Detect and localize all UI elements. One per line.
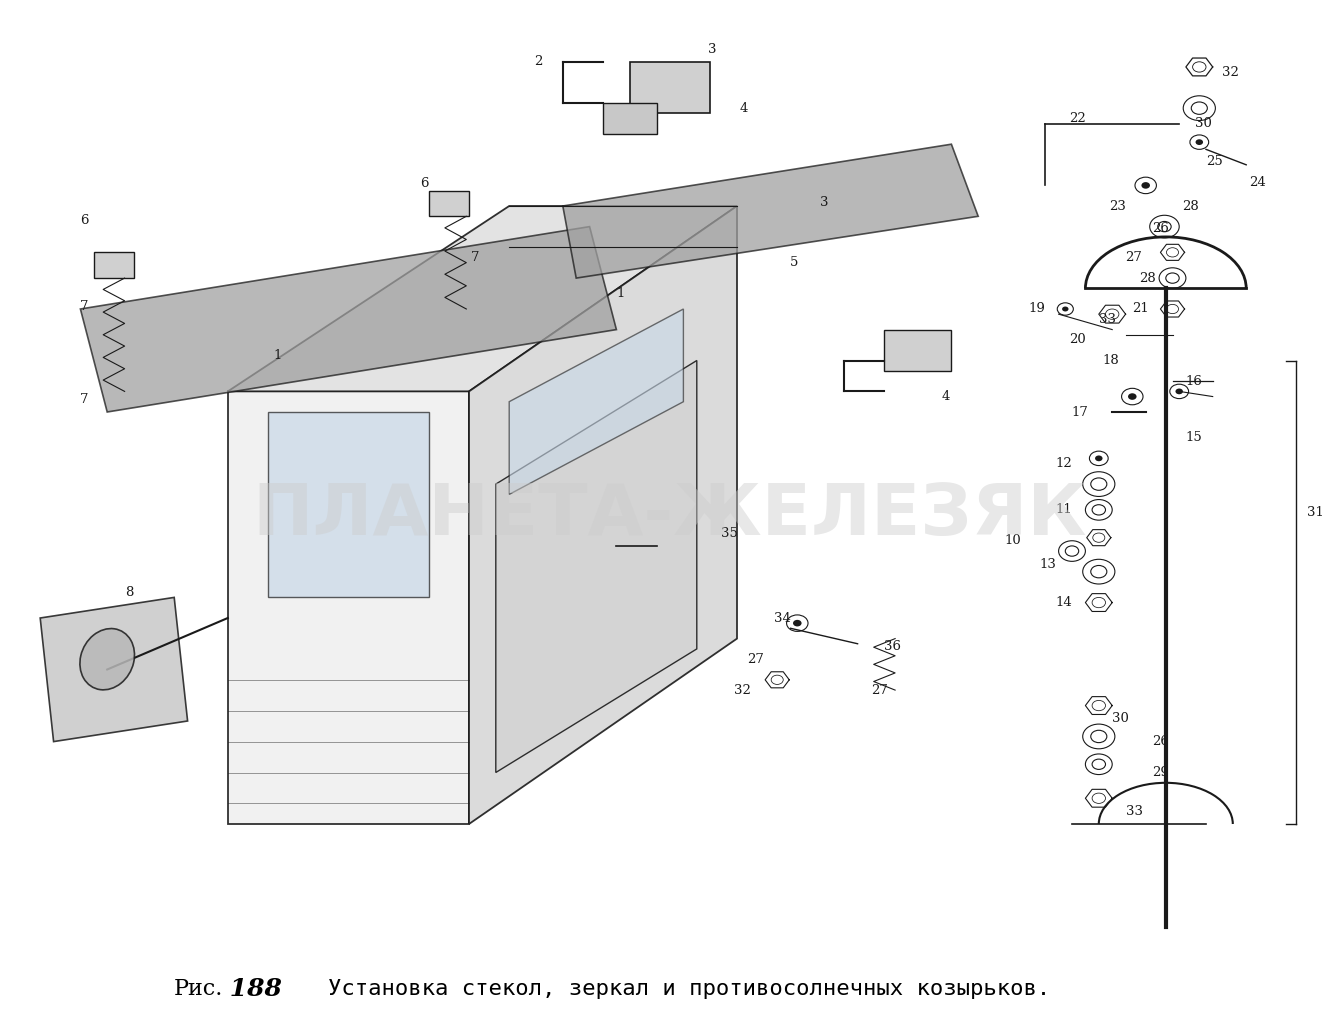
Text: 1: 1 [616, 287, 624, 300]
Polygon shape [228, 391, 469, 824]
Text: 5: 5 [791, 256, 799, 269]
Polygon shape [563, 144, 978, 278]
Text: 30: 30 [1112, 713, 1130, 725]
Text: 13: 13 [1038, 558, 1056, 571]
Text: 3: 3 [709, 43, 717, 56]
Text: ПЛАНЕТА-ЖЕЛЕЗЯК: ПЛАНЕТА-ЖЕЛЕЗЯК [253, 481, 1087, 549]
Text: 3: 3 [918, 349, 926, 362]
Text: 29: 29 [1152, 766, 1170, 779]
Text: 3: 3 [820, 197, 828, 209]
Text: 35: 35 [721, 527, 738, 540]
Text: 28: 28 [1139, 272, 1155, 284]
Circle shape [1195, 139, 1203, 145]
Text: 26: 26 [1152, 222, 1170, 235]
Polygon shape [40, 597, 188, 742]
Circle shape [1142, 182, 1150, 188]
Text: 22: 22 [1069, 112, 1085, 125]
Text: 8: 8 [126, 586, 134, 598]
Polygon shape [268, 412, 429, 597]
Text: 23: 23 [1108, 200, 1126, 212]
Text: 17: 17 [1071, 406, 1088, 418]
Text: 10: 10 [1005, 535, 1021, 547]
Ellipse shape [80, 628, 134, 690]
Text: 30: 30 [1195, 117, 1213, 130]
Text: 2: 2 [535, 56, 543, 68]
Polygon shape [80, 227, 616, 412]
Bar [94, 252, 134, 278]
Text: 24: 24 [1249, 176, 1266, 188]
Polygon shape [469, 206, 737, 824]
Text: Рис.: Рис. [174, 977, 224, 1000]
Text: 33: 33 [1099, 313, 1116, 325]
Bar [630, 62, 710, 113]
Text: 188: 188 [221, 976, 291, 1001]
Text: 7: 7 [472, 251, 480, 264]
Text: 14: 14 [1056, 596, 1072, 609]
Text: 36: 36 [884, 641, 902, 653]
Text: 25: 25 [1206, 156, 1222, 168]
Circle shape [1063, 307, 1068, 311]
Text: 1: 1 [273, 349, 281, 362]
Text: 27: 27 [871, 684, 888, 696]
Text: 26: 26 [1152, 735, 1170, 748]
Text: 4: 4 [942, 390, 950, 403]
Text: 33: 33 [1126, 805, 1143, 818]
Text: 34: 34 [773, 612, 791, 624]
Text: 7: 7 [80, 301, 88, 313]
Bar [884, 330, 951, 371]
Polygon shape [496, 360, 697, 772]
Text: 18: 18 [1101, 354, 1119, 367]
Polygon shape [509, 309, 683, 494]
Bar [603, 103, 657, 134]
Text: 12: 12 [1056, 457, 1072, 470]
Text: 20: 20 [1069, 334, 1085, 346]
Circle shape [1128, 393, 1136, 400]
Text: 27: 27 [1126, 251, 1143, 264]
Text: 21: 21 [1132, 303, 1148, 315]
Text: 32: 32 [733, 684, 750, 696]
Text: 27: 27 [746, 653, 764, 665]
Text: 15: 15 [1186, 432, 1203, 444]
Text: 19: 19 [1028, 303, 1045, 315]
Text: 4: 4 [740, 102, 748, 114]
Circle shape [1095, 455, 1103, 461]
Polygon shape [228, 206, 737, 391]
Text: 16: 16 [1186, 375, 1203, 387]
Bar [429, 191, 469, 216]
Text: 32: 32 [1222, 66, 1240, 78]
Text: 11: 11 [1056, 504, 1072, 516]
Text: 7: 7 [80, 393, 88, 406]
Text: Установка стекол, зеркал и противосолнечных козырьков.: Установка стекол, зеркал и противосолнеч… [328, 978, 1051, 999]
Circle shape [793, 620, 801, 626]
Text: 28: 28 [1182, 200, 1199, 212]
Text: 31: 31 [1306, 507, 1324, 519]
Circle shape [1175, 388, 1183, 394]
Text: 6: 6 [421, 177, 429, 190]
Text: 6: 6 [80, 214, 88, 227]
